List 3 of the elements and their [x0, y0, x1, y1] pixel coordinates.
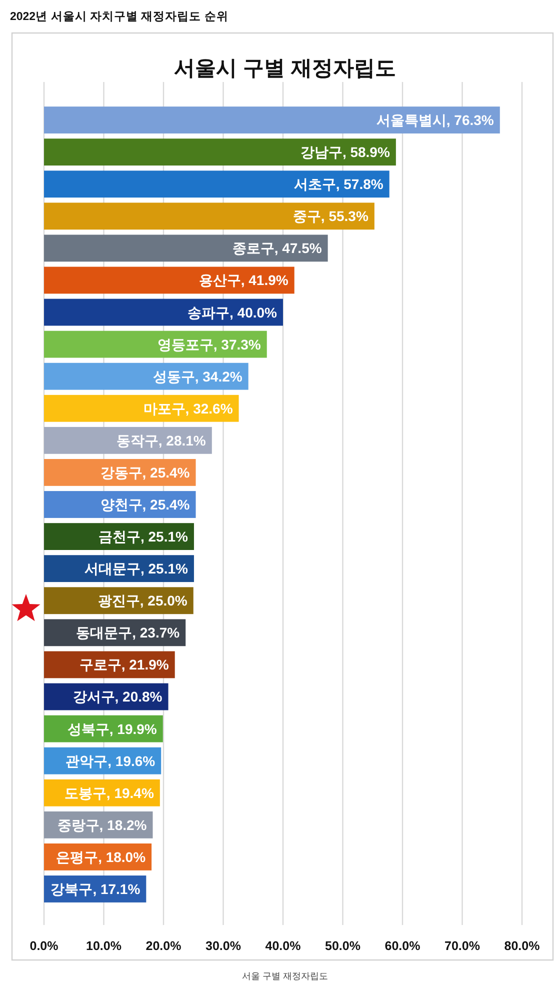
heading: 2022년 서울시 자치구별 재정자립도 순위: [10, 11, 228, 23]
chart-title: 서울시 구별 재정자립도: [174, 57, 396, 80]
caption: 서울 구별 재정자립도: [242, 971, 328, 981]
